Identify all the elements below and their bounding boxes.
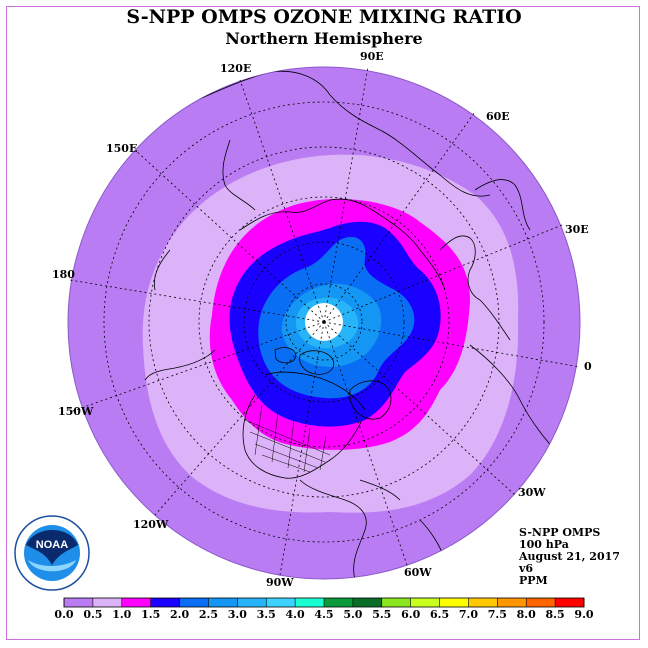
coastlines	[144, 70, 561, 579]
colorbar-tick-label: 9.0	[574, 608, 593, 621]
colorbar-tick-label: 6.5	[430, 608, 449, 621]
colorbar-swatch	[410, 598, 440, 607]
info-date: August 21, 2017	[519, 550, 620, 563]
colorbar-tick-label: 1.5	[141, 608, 160, 621]
colorbar-tick-label: 0.5	[83, 608, 102, 621]
colorbar-tick-label: 6.0	[401, 608, 420, 621]
colorbar-tick-label: 4.5	[314, 608, 333, 621]
colorbar-tick-label: 8.0	[517, 608, 536, 621]
info-block: S-NPP OMPS 100 hPa August 21, 2017 v6 PP…	[519, 527, 620, 587]
colorbar-swatch	[439, 598, 469, 607]
colorbar-swatch	[352, 598, 383, 607]
colorbar-swatch	[555, 598, 585, 607]
info-units: PPM	[519, 574, 548, 587]
colorbar-swatch	[92, 598, 123, 607]
colorbar-swatch	[497, 598, 527, 607]
colorbar-swatch	[266, 598, 296, 607]
colorbar-swatch	[526, 598, 556, 607]
colorbar-tick-label: 2.5	[199, 608, 218, 621]
figure-frame	[6, 6, 640, 640]
lon-label-180: 180	[52, 268, 75, 281]
colorbar-ticks: 0.0 0.5 1.0 1.5 2.0 2.5 3.0 3.5 4.0 4.5 5.0 5.5 6.0 6…	[54, 598, 594, 621]
lon-label-60E: 60E	[486, 110, 510, 123]
colorbar-swatch	[179, 598, 209, 607]
info-instrument: S-NPP OMPS	[519, 526, 601, 539]
colorbar-swatch	[237, 598, 267, 607]
colorbar-tick-label: 3.5	[257, 608, 276, 621]
lon-label-150W: 150W	[58, 405, 94, 418]
colorbar-tick-label: 5.5	[372, 608, 391, 621]
colorbar-tick-label: 1.0	[112, 608, 131, 621]
lon-label-150E: 150E	[106, 142, 137, 155]
colorbar-tick-label: 7.5	[488, 608, 507, 621]
lon-label-90W: 90W	[266, 576, 294, 589]
colorbar	[64, 598, 585, 607]
map-subtitle: Northern Hemisphere	[225, 29, 423, 48]
lon-label-30E: 30E	[565, 223, 589, 236]
colorbar-tick-label: 8.5	[546, 608, 565, 621]
colorbar-tick-label: 3.0	[228, 608, 247, 621]
colorbar-swatch	[381, 598, 411, 607]
lon-label-0: 0	[584, 360, 592, 373]
colorbar-swatch	[295, 598, 325, 607]
colorbar-tick-label: 4.0	[286, 608, 305, 621]
meridians	[69, 66, 581, 576]
lon-label-30W: 30W	[518, 486, 546, 499]
map-title: S-NPP OMPS OZONE MIXING RATIO	[126, 6, 522, 28]
colorbar-tick-label: 7.0	[459, 608, 478, 621]
colorbar-swatch	[208, 598, 238, 607]
lon-label-60W: 60W	[404, 566, 432, 579]
lon-label-90E: 90E	[360, 50, 384, 63]
lon-label-120W: 120W	[133, 518, 169, 531]
colorbar-swatch	[64, 598, 94, 607]
colorbar-tick-label: 0.0	[54, 608, 73, 621]
colorbar-swatch	[468, 598, 498, 607]
noaa-logo-text: NOAA	[36, 539, 68, 551]
noaa-logo: NOAA	[14, 515, 90, 591]
info-version: v6	[519, 562, 534, 575]
info-level: 100 hPa	[519, 538, 569, 551]
colorbar-tick-label: 2.0	[170, 608, 189, 621]
colorbar-swatch	[150, 598, 180, 607]
colorbar-swatch	[121, 598, 151, 607]
latitude-circles	[103, 101, 545, 543]
colorbar-tick-label: 5.0	[343, 608, 362, 621]
lon-label-120E: 120E	[220, 62, 251, 75]
colorbar-swatch	[324, 598, 354, 607]
